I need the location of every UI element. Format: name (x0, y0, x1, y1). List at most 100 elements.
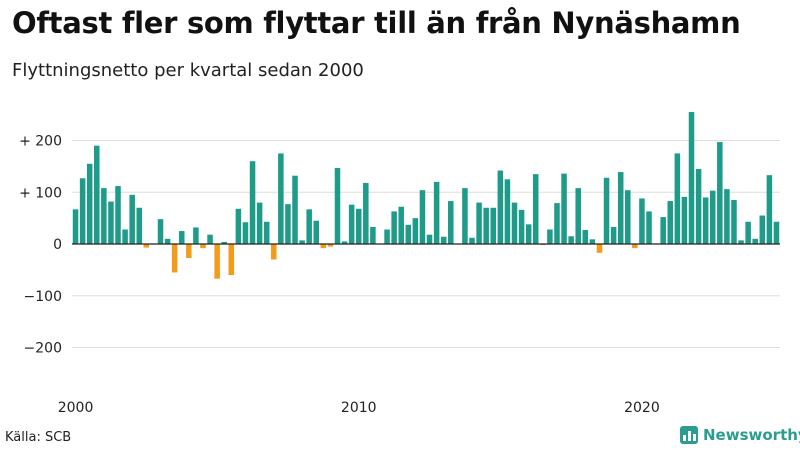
bar (490, 207, 497, 244)
bar (271, 244, 277, 260)
bar (568, 236, 574, 244)
bar (115, 186, 121, 244)
bar (143, 244, 150, 248)
bar (79, 178, 86, 244)
x-tick-label: 2010 (341, 400, 377, 416)
bar (596, 244, 603, 253)
bar (532, 174, 539, 244)
y-tick-label: + 200 (19, 134, 62, 150)
bar (681, 196, 688, 244)
bar (738, 240, 744, 244)
bar (462, 188, 468, 244)
bar (94, 145, 100, 244)
bar (702, 197, 709, 244)
y-tick-label: −100 (24, 289, 62, 305)
bar (384, 229, 390, 244)
bar (724, 189, 730, 244)
bar (766, 175, 773, 244)
bar (625, 190, 631, 244)
bar (688, 112, 695, 244)
bar (249, 161, 256, 244)
bar (214, 244, 220, 279)
newsworthy-logo: Newsworthy (680, 426, 800, 444)
bar (603, 177, 610, 244)
bar (759, 215, 766, 244)
bar (306, 209, 312, 244)
bar (525, 224, 532, 244)
bar (667, 201, 674, 244)
bar (469, 237, 475, 244)
bar (355, 208, 362, 244)
bar (391, 211, 397, 244)
bar (86, 163, 93, 244)
bar (610, 226, 617, 244)
y-tick-label: −200 (24, 341, 62, 357)
bar (108, 201, 114, 244)
bar (200, 244, 206, 249)
bar (518, 209, 525, 244)
bar (660, 217, 666, 244)
bar (256, 202, 263, 244)
bar (589, 239, 596, 244)
chart-title: Oftast fler som flyttar till än från Nyn… (12, 6, 741, 40)
bar (341, 241, 348, 244)
bar (731, 200, 737, 244)
bar-chart-icon (680, 426, 698, 444)
bar (129, 194, 135, 244)
bar (292, 175, 298, 244)
bar (717, 142, 723, 244)
bar (632, 244, 638, 249)
bar (752, 238, 758, 244)
bar (348, 204, 355, 244)
bar (285, 204, 291, 244)
bar (136, 207, 143, 244)
bar (363, 182, 369, 244)
brand-name: Newsworthy (703, 426, 800, 444)
bar (433, 181, 440, 244)
bar (207, 234, 213, 244)
bar (278, 153, 284, 244)
bar (617, 172, 624, 244)
bar (646, 211, 652, 244)
bar (497, 170, 504, 244)
bar (504, 179, 511, 244)
x-tick-label: 2000 (58, 400, 94, 416)
bar (511, 202, 518, 244)
bar (773, 221, 780, 244)
bar (299, 240, 305, 244)
bar (370, 226, 376, 244)
bar (242, 222, 249, 244)
bar (171, 244, 178, 273)
bar (674, 153, 681, 244)
bar (745, 221, 751, 244)
bar (186, 244, 192, 258)
bar (398, 206, 404, 244)
bar (320, 244, 327, 249)
bar (178, 231, 185, 244)
x-tick-label: 2020 (624, 400, 660, 416)
bar (412, 218, 419, 244)
bar (157, 219, 164, 244)
bar (582, 230, 589, 244)
y-tick-label: + 100 (19, 185, 62, 201)
bar (448, 201, 454, 244)
bar (72, 209, 79, 244)
bar (101, 188, 107, 244)
bar (554, 203, 560, 244)
bar (476, 202, 482, 244)
bar (426, 234, 433, 244)
bar (327, 244, 334, 247)
bar (440, 236, 447, 244)
bar (221, 241, 227, 244)
bar (405, 224, 412, 244)
bar (483, 207, 489, 244)
bar (695, 168, 702, 244)
bar (122, 229, 128, 244)
bar (575, 188, 581, 244)
bar (263, 221, 270, 244)
bar (547, 229, 553, 244)
y-tick-label: 0 (53, 237, 62, 253)
bar (193, 227, 199, 244)
bar (561, 173, 567, 244)
